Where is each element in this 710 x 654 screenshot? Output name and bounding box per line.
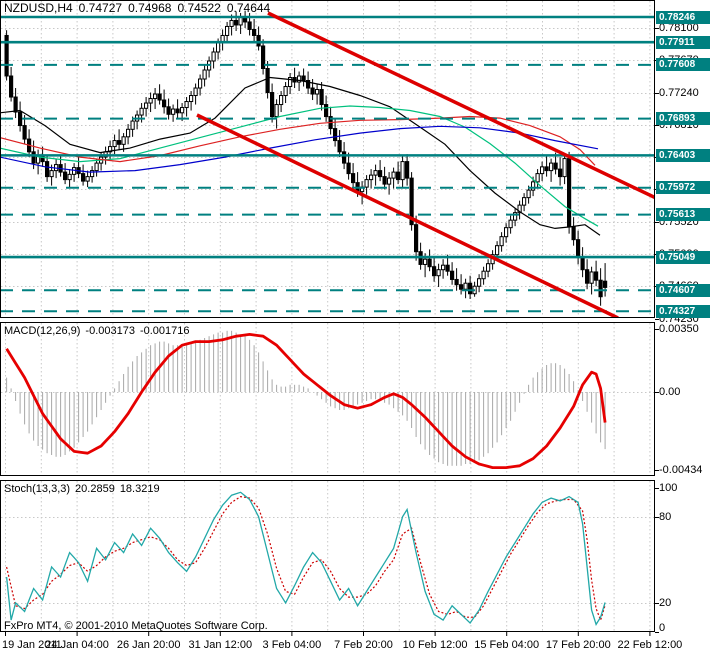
x-axis-label: 10 Feb 12:00 [402, 639, 468, 651]
ma-black [1, 76, 601, 236]
grid-lines [1, 1, 654, 631]
copyright-notice: FxPro MT4, © 2001-2010 MetaQuotes Softwa… [4, 620, 268, 632]
macd-indicator-label: MACD(12,26,9) -0.003173 -0.001716 [4, 325, 195, 337]
x-axis-label: 31 Jan 12:00 [188, 639, 253, 651]
stoch-axis-tick-label: 100 [659, 482, 678, 494]
stoch-axis-tick-label: 80 [659, 510, 672, 523]
price-level-badge: 0.75049 [656, 250, 710, 264]
ma-blue [1, 125, 599, 173]
quote-close: 0.74644 [226, 1, 271, 15]
stoch-indicator-label: Stoch(13,3,3) 20.2859 18.3219 [4, 483, 165, 495]
macd-name: MACD(12,26,9) [4, 325, 81, 337]
y-axis-tick-label: 0.78100 [659, 21, 699, 34]
chart-title: NZDUSD,H4 0.74727 0.74968 0.74522 0.74644 [4, 1, 276, 15]
upper-channel-line[interactable] [267, 11, 658, 200]
stoch-axis-tick-label: 0 [659, 622, 666, 634]
ma-red [1, 115, 596, 166]
stoch-signal-line [6, 495, 606, 622]
quote-high: 0.74968 [128, 1, 172, 15]
macd-histogram [6, 330, 606, 466]
x-axis-label: 26 Jan 20:00 [116, 639, 181, 651]
macd-axis-tick-label: -0.00434 [659, 464, 703, 477]
macd-axis-tick-label: 0.00350 [659, 323, 699, 335]
price-level-badge: 0.75972 [656, 181, 710, 195]
x-axis-label: 22 Feb 12:00 [617, 639, 683, 651]
macd-main-value: -0.003173 [85, 325, 135, 337]
macd-axis-tick-label: 0.00 [659, 386, 681, 398]
price-level-badge: 0.74327 [656, 304, 710, 318]
x-axis-label: 19 Jan 2011 [2, 639, 62, 651]
x-axis-label: 17 Feb 20:00 [545, 639, 611, 651]
macd-signal-line [5, 332, 607, 470]
price-level-badge: 0.78246 [656, 10, 710, 24]
price-level-badge: 0.76893 [656, 112, 710, 126]
stoch-signal-value: 18.3219 [119, 483, 160, 495]
price-level-badge: 0.75613 [656, 208, 710, 222]
lower-channel-line[interactable] [196, 113, 619, 318]
panel-border-stoch [0, 480, 655, 632]
y-axis-tick-label: 0.77240 [659, 86, 699, 99]
ma-green [1, 105, 599, 227]
stoch-axis-tick-label: 20 [659, 596, 672, 609]
x-axis-label: 3 Feb 04:00 [262, 639, 322, 651]
price-level-badge: 0.77608 [656, 58, 710, 72]
stoch-main-value: 20.2859 [75, 483, 115, 495]
macd-signal-value: -0.001716 [139, 325, 190, 337]
x-axis-label: 24 Jan 04:00 [45, 639, 109, 651]
x-axis-label: 7 Feb 20:00 [334, 639, 393, 651]
price-level-badge: 0.77911 [656, 35, 710, 49]
price-level-badge: 0.76403 [656, 148, 710, 162]
x-axis-label: 15 Feb 04:00 [474, 639, 540, 651]
stoch-name: Stoch(13,3,3) [4, 483, 71, 495]
quote-open: 0.74727 [78, 1, 123, 15]
stoch-main-line [5, 491, 606, 626]
quote-low: 0.74522 [177, 1, 221, 15]
symbol-period-label: NZDUSD,H4 [4, 1, 73, 15]
price-level-badge: 0.74607 [656, 283, 710, 297]
